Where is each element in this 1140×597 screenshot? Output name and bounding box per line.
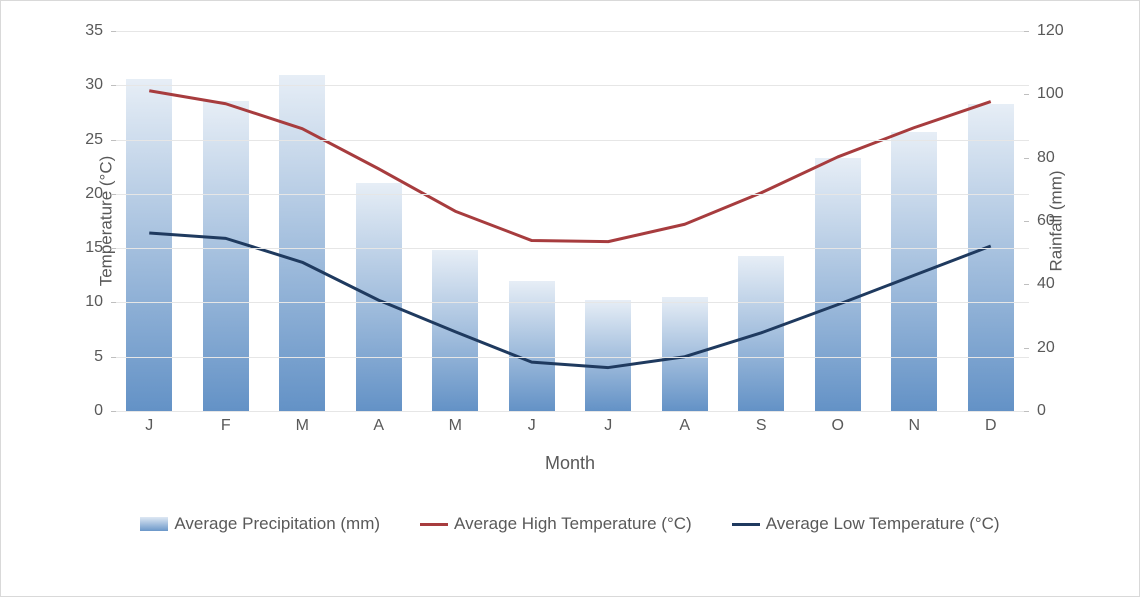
precip-bar (203, 101, 249, 411)
legend-item: Average Precipitation (mm) (140, 514, 380, 534)
precip-bar (279, 75, 325, 411)
x-tick: F (203, 417, 249, 435)
precip-bar (509, 281, 555, 411)
precip-bar (585, 300, 631, 411)
y-left-tick: 25 (85, 131, 103, 149)
legend-label: Average Precipitation (mm) (174, 514, 380, 534)
bar-group (111, 31, 1029, 411)
legend-item: Average High Temperature (°C) (420, 514, 692, 534)
y-right-tick: 40 (1037, 275, 1055, 293)
y-right-tick: 100 (1037, 85, 1064, 103)
precip-bar (738, 256, 784, 411)
y-left-tick: 5 (94, 348, 103, 366)
grid-line (111, 357, 1029, 358)
x-tick: J (585, 417, 631, 435)
legend-swatch-line (420, 523, 448, 526)
precip-bar (891, 132, 937, 411)
y-left-tick: 15 (85, 239, 103, 257)
legend-item: Average Low Temperature (°C) (732, 514, 1000, 534)
y-left-tick: 10 (85, 293, 103, 311)
x-tick: O (815, 417, 861, 435)
y-right-tick: 120 (1037, 22, 1064, 40)
legend-label: Average High Temperature (°C) (454, 514, 692, 534)
grid-line (111, 302, 1029, 303)
y-right-tick: 80 (1037, 149, 1055, 167)
grid-line (111, 194, 1029, 195)
precip-bar (815, 158, 861, 411)
legend-label: Average Low Temperature (°C) (766, 514, 1000, 534)
y-right-axis: 020406080100120 (1029, 31, 1079, 411)
y-left-tick: 0 (94, 402, 103, 420)
x-tick: N (891, 417, 937, 435)
grid-line (111, 140, 1029, 141)
x-tick: J (509, 417, 555, 435)
y-left-tick: 20 (85, 185, 103, 203)
x-tick: S (738, 417, 784, 435)
precip-bar (126, 79, 172, 412)
x-tick: J (126, 417, 172, 435)
x-tick: D (968, 417, 1014, 435)
x-axis: JFMAMJJASOND (111, 417, 1029, 435)
precip-bar (432, 250, 478, 412)
legend: Average Precipitation (mm) Average High T… (41, 514, 1099, 534)
x-tick: A (662, 417, 708, 435)
y-right-tick: 0 (1037, 402, 1046, 420)
y-right-tick: 60 (1037, 212, 1055, 230)
grid-line (111, 248, 1029, 249)
legend-swatch-bar (140, 517, 168, 531)
x-tick: M (279, 417, 325, 435)
precip-bar (356, 183, 402, 411)
x-tick: M (432, 417, 478, 435)
precip-bar (968, 104, 1014, 411)
precip-bar (662, 297, 708, 411)
grid-line (111, 31, 1029, 32)
grid-line (111, 85, 1029, 86)
y-left-tick: 30 (85, 76, 103, 94)
y-left-axis: 05101520253035 (71, 31, 111, 411)
x-axis-label: Month (41, 453, 1099, 474)
y-left-tick: 35 (85, 22, 103, 40)
grid-line (111, 411, 1029, 412)
climate-chart: Temperature (°C) Rainfall (mm) 051015202… (0, 0, 1140, 597)
legend-swatch-line (732, 523, 760, 526)
x-tick: A (356, 417, 402, 435)
y-right-tick: 20 (1037, 339, 1055, 357)
plot-area: Temperature (°C) Rainfall (mm) 051015202… (111, 31, 1029, 411)
